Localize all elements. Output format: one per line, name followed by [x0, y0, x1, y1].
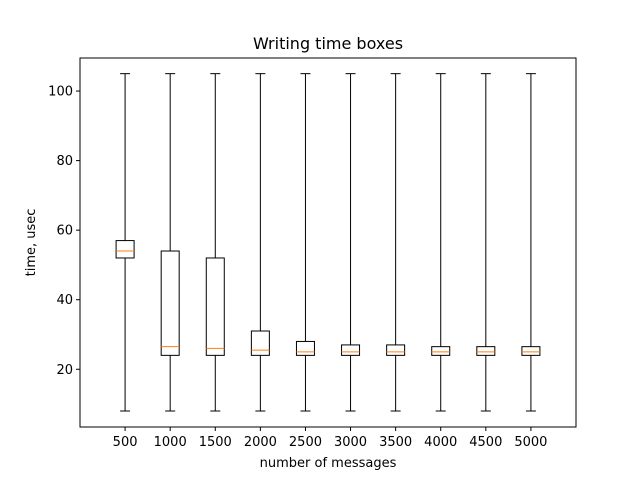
- x-tick-label: 5000: [514, 435, 547, 450]
- iqr-box: [250, 330, 270, 356]
- iqr-box: [341, 344, 361, 356]
- box-4500: [476, 73, 496, 412]
- x-axis: 500 1000 1500 2000 2500 3000 3500 4000 4500 5000: [113, 427, 547, 450]
- x-tick-label: 4500: [469, 435, 502, 450]
- axes-frame: [79, 57, 577, 428]
- box-500: [115, 73, 135, 412]
- y-tick-label: 100: [48, 85, 73, 100]
- box-1500: [205, 73, 225, 412]
- box-3500: [386, 73, 406, 412]
- x-axis-label: number of messages: [260, 456, 397, 471]
- iqr-box: [205, 257, 225, 356]
- y-axis: 20 40 60 80 100: [48, 85, 80, 378]
- iqr-box: [160, 250, 180, 356]
- y-tick-label: 40: [56, 293, 73, 308]
- x-tick-label: 3500: [379, 435, 412, 450]
- iqr-box: [115, 240, 135, 259]
- iqr-box: [476, 346, 496, 356]
- box-3000: [341, 73, 361, 412]
- box-2000: [250, 73, 270, 412]
- iqr-box: [521, 346, 541, 356]
- iqr-box: [386, 344, 406, 356]
- x-tick-label: 2500: [289, 435, 322, 450]
- box-5000: [521, 73, 541, 412]
- box-2500: [295, 73, 315, 412]
- chart-title: Writing time boxes: [253, 34, 403, 53]
- y-tick-label: 80: [56, 154, 73, 169]
- x-tick-label: 500: [113, 435, 138, 450]
- x-tick-label: 1000: [154, 435, 187, 450]
- x-tick-label: 1500: [199, 435, 232, 450]
- x-tick-label: 4000: [424, 435, 457, 450]
- x-tick-label: 3000: [334, 435, 367, 450]
- x-tick-label: 2000: [244, 435, 277, 450]
- iqr-box: [295, 340, 315, 356]
- plot-area: [115, 73, 541, 412]
- box-4000: [431, 73, 451, 412]
- y-tick-label: 60: [56, 224, 73, 239]
- box-1000: [160, 73, 180, 412]
- iqr-box: [431, 346, 451, 356]
- y-axis-label: time, usec: [24, 209, 39, 277]
- y-tick-label: 20: [56, 363, 73, 378]
